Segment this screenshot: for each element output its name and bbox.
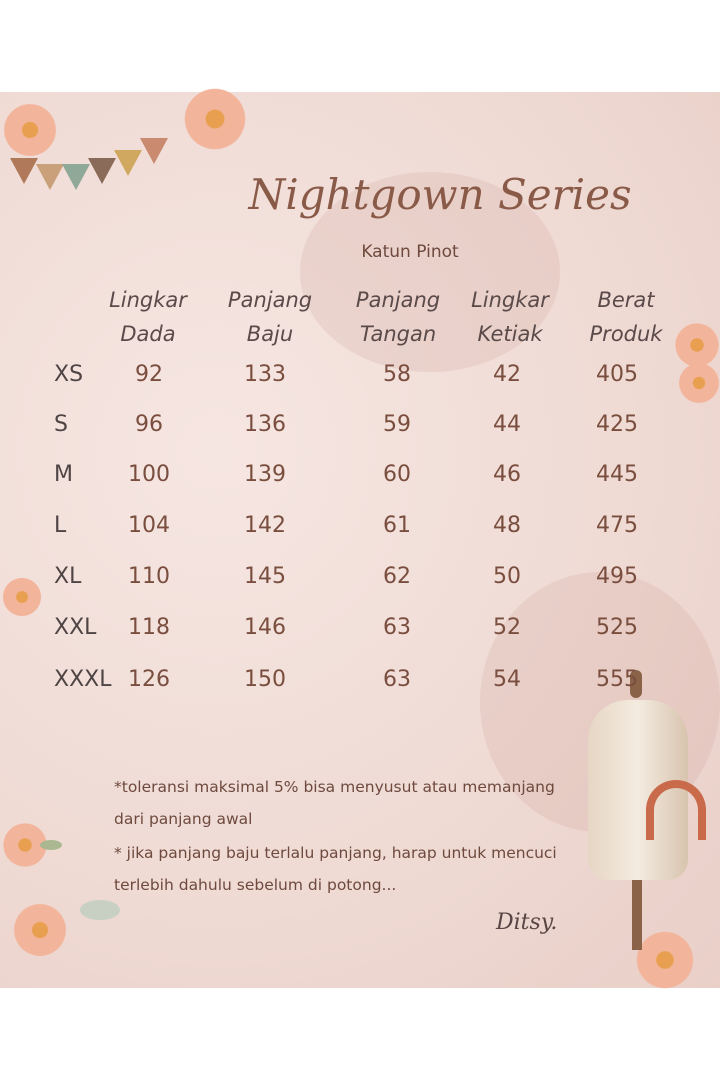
table-cell: 475 [596, 513, 638, 538]
table-cell: 62 [383, 564, 411, 589]
size-chart-card [0, 92, 720, 988]
table-cell: 126 [128, 667, 170, 692]
table-cell: 139 [244, 462, 286, 487]
table-cell: 146 [244, 615, 286, 640]
table-cell: 104 [128, 513, 170, 538]
table-cell: 118 [128, 615, 170, 640]
table-cell: 44 [493, 412, 521, 437]
table-cell: 63 [383, 615, 411, 640]
size-label: M [54, 462, 73, 487]
table-cell: 42 [493, 362, 521, 387]
table-cell: 555 [596, 667, 638, 692]
header-line: Lingkar [109, 288, 187, 312]
watercolor-blot [300, 172, 560, 372]
column-header: Berat Produk [566, 283, 686, 351]
header-line: Tangan [359, 322, 437, 346]
table-cell: 445 [596, 462, 638, 487]
table-cell: 405 [596, 362, 638, 387]
size-label: XXXL [54, 667, 112, 692]
header-line: Panjang [355, 288, 441, 312]
column-header: Panjang Tangan [338, 283, 458, 351]
shell-decoration [40, 840, 62, 850]
table-cell: 63 [383, 667, 411, 692]
size-label: S [54, 412, 68, 437]
table-cell: 58 [383, 362, 411, 387]
table-cell: 133 [244, 362, 286, 387]
table-cell: 50 [493, 564, 521, 589]
flower-decoration [676, 360, 720, 406]
table-cell: 61 [383, 513, 411, 538]
size-label: L [54, 513, 67, 538]
size-label: XS [54, 362, 84, 387]
table-cell: 52 [493, 615, 521, 640]
table-cell: 46 [493, 462, 521, 487]
note-line: terlebih dahulu sebelum di potong... [114, 876, 397, 894]
table-cell: 150 [244, 667, 286, 692]
table-cell: 495 [596, 564, 638, 589]
header-line: Dada [120, 322, 176, 346]
brand-signature: Ditsy. [496, 910, 558, 935]
table-cell: 100 [128, 462, 170, 487]
size-label: XL [54, 564, 82, 589]
note-line: * jika panjang baju terlalu panjang, har… [114, 844, 557, 862]
column-header: Lingkar Ketiak [450, 283, 570, 351]
flower-decoration [0, 575, 44, 619]
page-title: Nightgown Series [248, 170, 632, 219]
note-line: *toleransi maksimal 5% bisa menyusut ata… [114, 778, 555, 796]
note-line: dari panjang awal [114, 810, 253, 828]
header-line: Produk [589, 322, 663, 346]
table-cell: 145 [244, 564, 286, 589]
table-cell: 54 [493, 667, 521, 692]
column-header: Lingkar Dada [88, 283, 208, 351]
table-cell: 59 [383, 412, 411, 437]
table-cell: 142 [244, 513, 286, 538]
table-cell: 525 [596, 615, 638, 640]
table-cell: 48 [493, 513, 521, 538]
page-subtitle: Katun Pinot [361, 242, 459, 262]
header-line: Baju [246, 322, 294, 346]
table-cell: 110 [128, 564, 170, 589]
flower-decoration [10, 900, 70, 960]
table-cell: 136 [244, 412, 286, 437]
flower-decoration [0, 100, 60, 160]
table-cell: 96 [135, 412, 163, 437]
header-line: Ketiak [477, 322, 543, 346]
flower-decoration [180, 84, 250, 154]
shell-decoration [80, 900, 120, 920]
header-line: Berat [597, 288, 655, 312]
header-line: Panjang [227, 288, 313, 312]
rainbow-icon [646, 780, 706, 840]
table-cell: 60 [383, 462, 411, 487]
table-cell: 92 [135, 362, 163, 387]
size-label: XXL [54, 615, 97, 640]
header-line: Lingkar [471, 288, 549, 312]
column-header: Panjang Baju [210, 283, 330, 351]
table-cell: 425 [596, 412, 638, 437]
